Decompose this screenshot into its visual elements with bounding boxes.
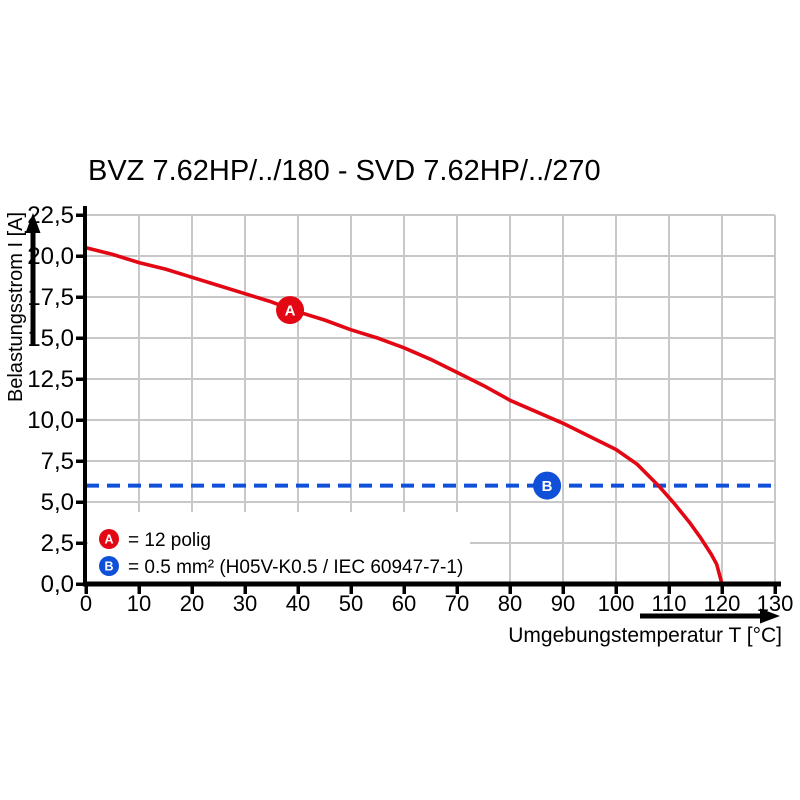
legend-item-text: = 12 polig (128, 530, 211, 551)
y-axis-title: Belastungsstrom I [A] (5, 211, 27, 403)
axes (76, 206, 781, 594)
marker-circle (276, 296, 305, 325)
legend-item-text: = 0.5 mm² (H05V-K0.5 / IEC 60947-7-1) (128, 557, 463, 578)
x-tick-label: 110 (651, 591, 686, 616)
curve-marker-a: A (276, 296, 305, 325)
legend-item-b: B = 0.5 mm² (H05V-K0.5 / IEC 60947-7-1) (99, 556, 463, 578)
legend-symbol-letter: B (104, 560, 113, 574)
y-tick-label: 0,0 (41, 571, 74, 598)
curve-marker-b: B (533, 471, 562, 500)
x-tick-label: 30 (233, 591, 257, 616)
y-arrow-head-icon (25, 213, 41, 233)
chart-title: BVZ 7.62HP/../180 - SVD 7.62HP/../270 (88, 155, 601, 187)
y-axis-arrow (25, 213, 41, 345)
series-a-curve (84, 246, 724, 586)
x-tick-label: 120 (704, 591, 741, 616)
x-tick-label: 80 (498, 591, 522, 616)
x-tick-label: 50 (339, 591, 363, 616)
y-tick-label: 5,0 (41, 489, 74, 516)
x-tick-label: 90 (551, 591, 575, 616)
legend-item-a: A = 12 polig (99, 529, 211, 551)
marker-letter: A (285, 303, 296, 320)
x-tick-label: 100 (598, 591, 635, 616)
x-axis-title: Umgebungstemperatur T [°C] (508, 624, 782, 647)
x-tick-label: 10 (127, 591, 151, 616)
x-axis-arrow (640, 608, 780, 624)
legend-symbol-circle (99, 556, 119, 576)
gridlines (86, 214, 776, 584)
legend-symbol-circle (99, 529, 119, 549)
y-tick-label: 10,0 (27, 407, 74, 434)
x-tick-label: 60 (392, 591, 416, 616)
x-tick-label: 20 (180, 591, 204, 616)
y-tick-label: 12,5 (27, 366, 74, 393)
y-tick-label: 2,5 (41, 530, 74, 557)
legend-background (88, 512, 470, 582)
x-tick-label: 40 (286, 591, 310, 616)
x-arrow-head-icon (760, 608, 780, 624)
x-tick-label: 0 (80, 591, 92, 616)
x-tick-label: 70 (445, 591, 469, 616)
legend-symbol-letter: A (104, 533, 113, 547)
y-tick-label: 7,5 (41, 448, 74, 475)
marker-letter: B (542, 478, 553, 495)
marker-circle (533, 471, 562, 500)
